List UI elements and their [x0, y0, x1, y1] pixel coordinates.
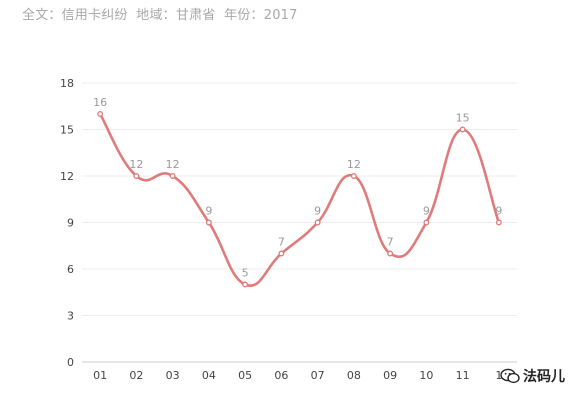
x-tick-label: 10	[419, 369, 433, 382]
y-tick-label: 9	[67, 217, 74, 230]
data-point	[350, 173, 357, 179]
data-point	[423, 219, 430, 226]
data-label: 7	[278, 236, 285, 249]
watermark: 法码儿	[500, 366, 565, 386]
data-point	[459, 126, 466, 133]
x-tick-label: 08	[347, 369, 361, 382]
data-label: 7	[387, 236, 394, 249]
y-tick-label: 3	[67, 310, 74, 323]
data-point	[278, 250, 285, 257]
data-label: 5	[242, 267, 249, 280]
data-label: 9	[423, 205, 430, 218]
data-label: 12	[129, 158, 143, 171]
x-tick-label: 09	[383, 369, 397, 382]
data-point	[314, 219, 321, 226]
data-label: 12	[347, 158, 361, 171]
x-tick-label: 06	[274, 369, 288, 382]
gridlines	[82, 82, 517, 316]
data-label: 12	[166, 158, 180, 171]
data-labels: 16 12 12 9 5 7 9 12 7 9 15 9	[93, 96, 502, 280]
x-tick-label: 11	[456, 369, 470, 382]
x-tick-label: 04	[202, 369, 216, 382]
x-tick-label: 07	[311, 369, 325, 382]
x-axis-ticks: 01 02 03 04 05 06 07 08 09 10 11 1	[93, 369, 502, 382]
data-label: 15	[456, 112, 470, 125]
x-tick-label: 02	[129, 369, 143, 382]
data-label: 9	[314, 205, 321, 218]
x-tick-label: 03	[166, 369, 180, 382]
x-tick-label: 01	[93, 369, 107, 382]
data-point	[97, 111, 104, 117]
watermark-text: 法码儿	[523, 369, 565, 385]
y-tick-label: 18	[60, 77, 74, 90]
data-point	[387, 250, 394, 257]
wechat-icon	[500, 368, 520, 384]
data-point	[205, 219, 212, 226]
data-point	[133, 173, 140, 179]
y-axis-ticks: 0 3 6 9 12 15 18	[60, 77, 74, 369]
data-point	[242, 281, 249, 288]
series-line	[99, 113, 501, 287]
x-tick-label: 05	[238, 369, 252, 382]
data-point	[495, 219, 502, 226]
x-tick-label: 1	[495, 369, 502, 382]
data-points	[97, 111, 502, 288]
chart-title: 全文：信用卡纠纷 地域：甘肃省 年份：2017	[22, 8, 298, 23]
data-label: 9	[205, 205, 212, 218]
y-tick-label: 15	[60, 124, 74, 137]
y-tick-label: 0	[67, 356, 74, 369]
data-label: 9	[495, 205, 502, 218]
data-point	[169, 173, 176, 179]
y-tick-label: 6	[67, 263, 74, 276]
y-tick-label: 12	[60, 170, 74, 183]
data-label: 16	[93, 96, 107, 109]
